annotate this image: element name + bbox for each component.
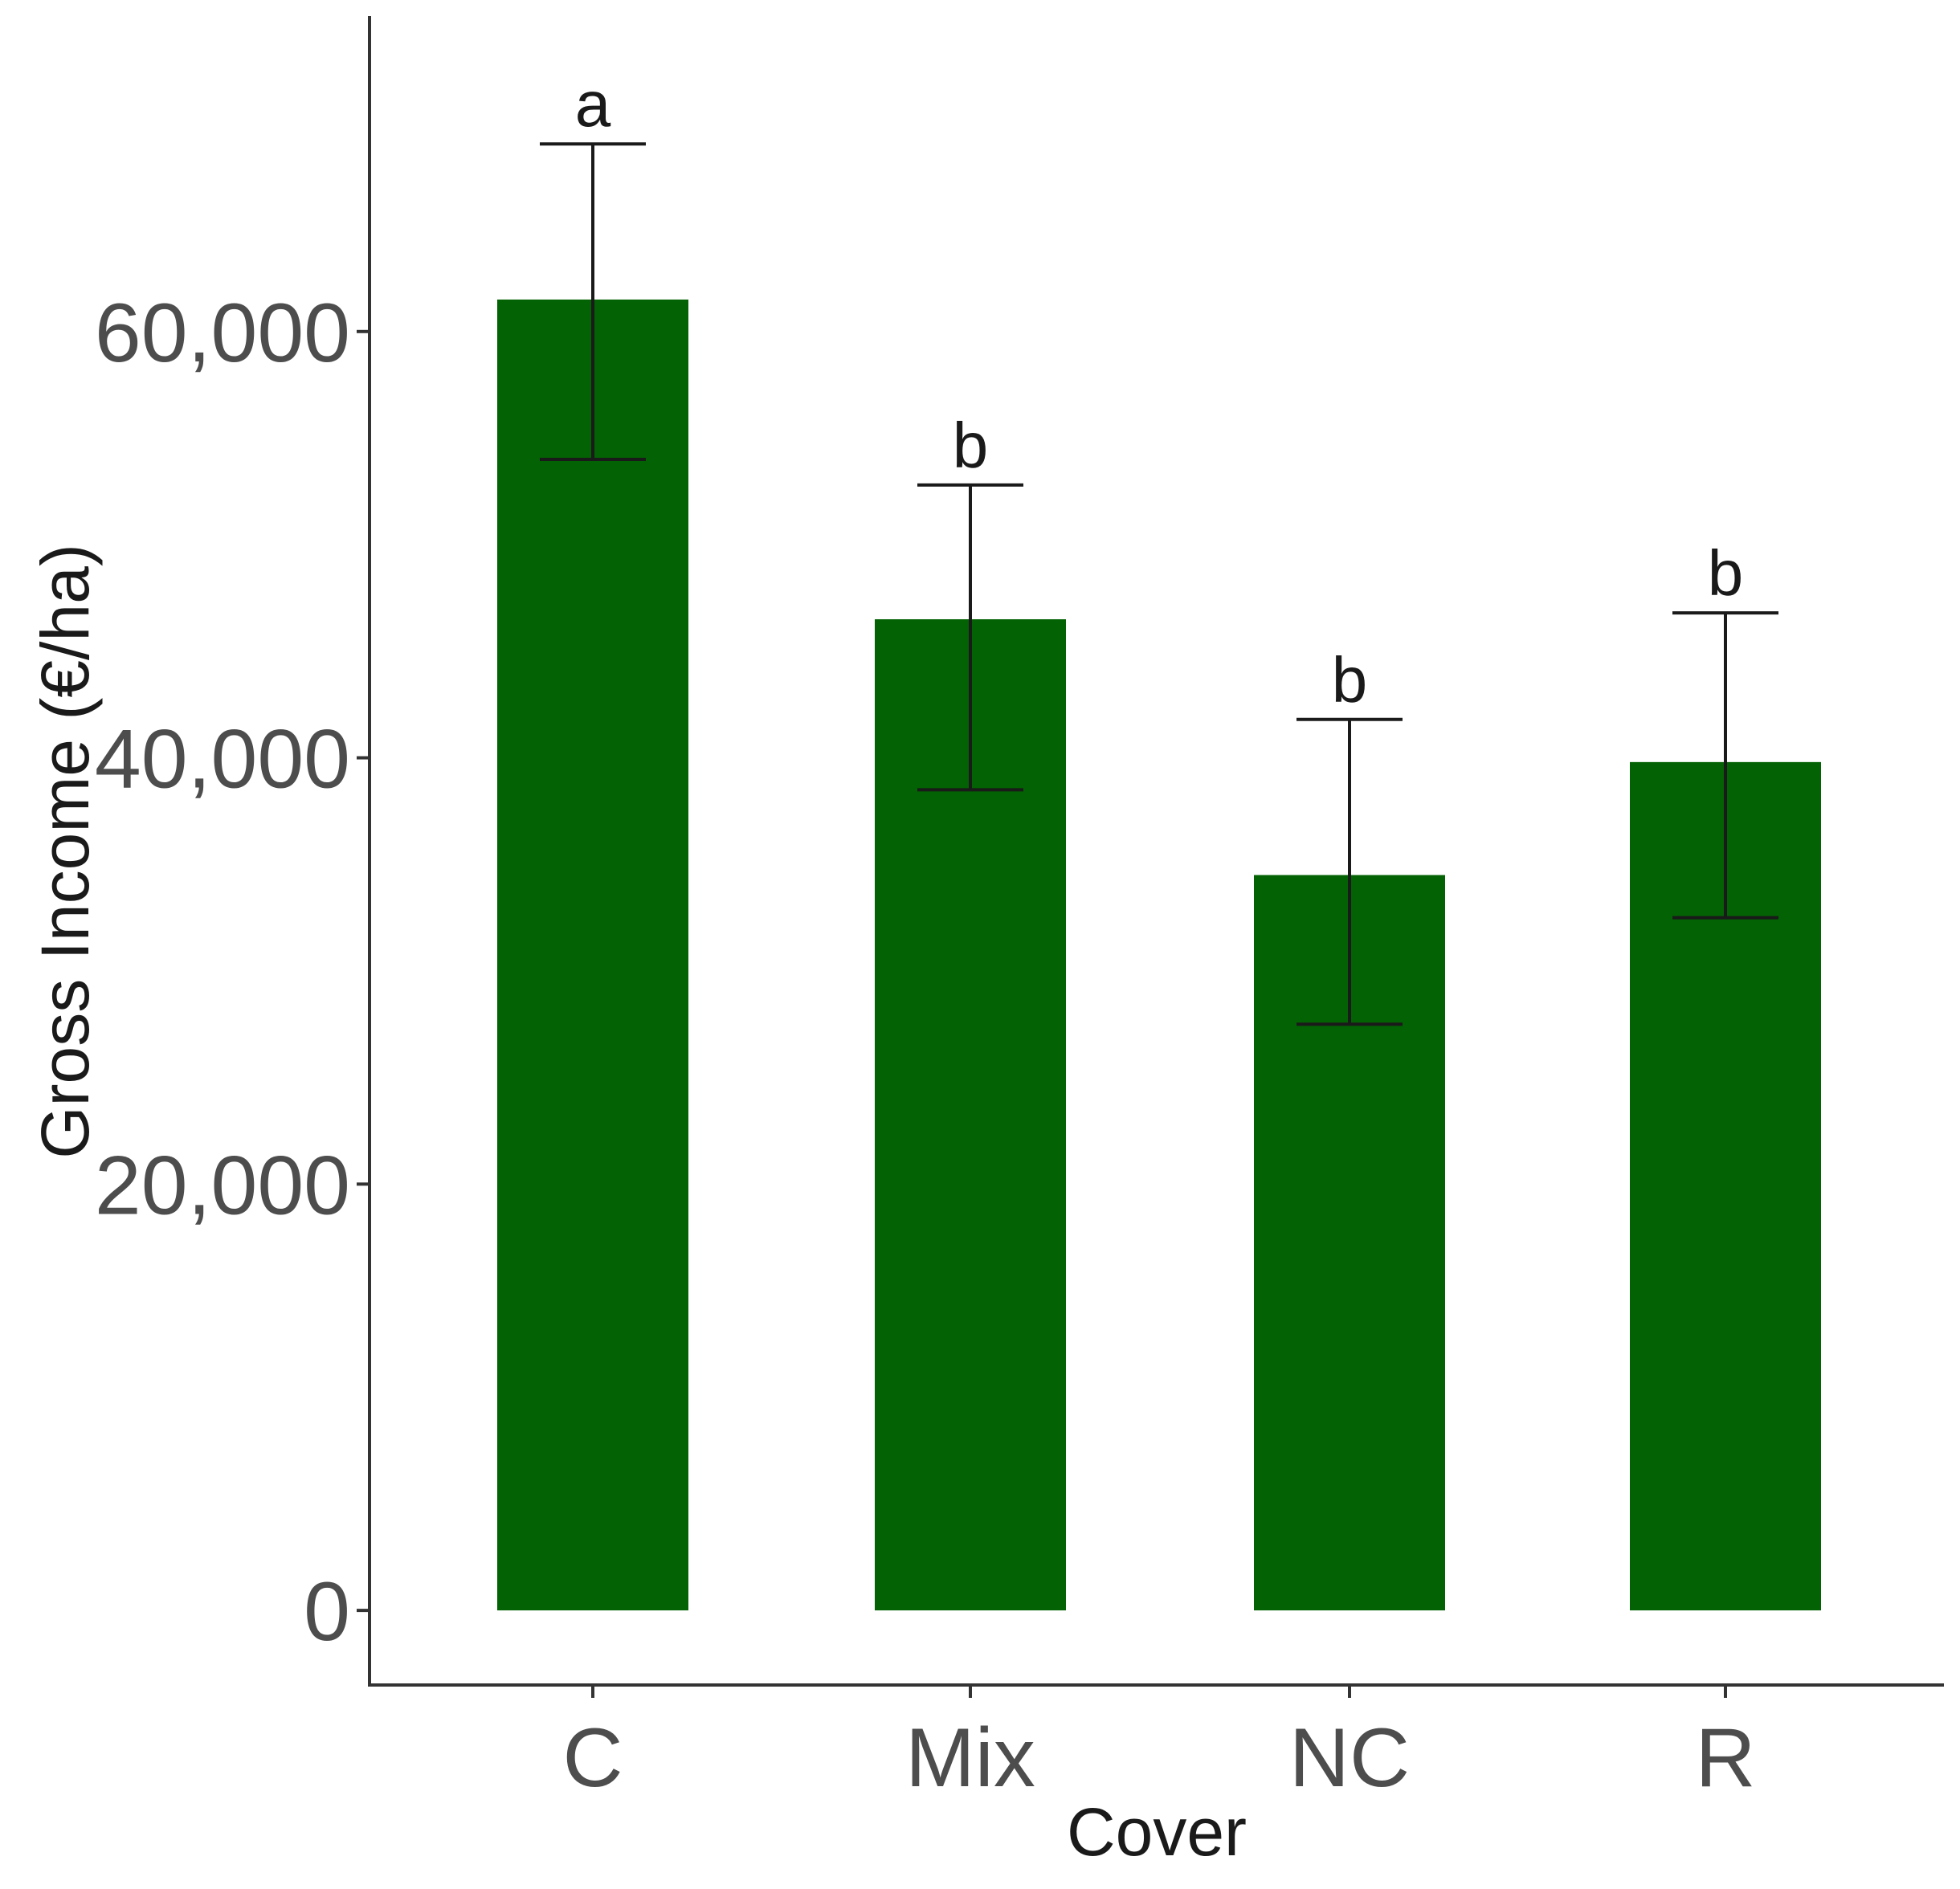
- x-axis-title: Cover: [1067, 1794, 1247, 1870]
- significance-label: b: [1708, 537, 1744, 609]
- x-tick-label: Mix: [905, 1712, 1035, 1805]
- x-tick-label: C: [562, 1712, 623, 1805]
- error-bars-layer: [540, 142, 1778, 1026]
- significance-label: b: [953, 410, 989, 481]
- bars-layer: [497, 299, 1821, 1611]
- significance-labels-layer: a b b b: [575, 68, 1744, 716]
- axes-layer: [368, 16, 1944, 1687]
- y-axis-title: Gross Income (€/ha): [27, 544, 103, 1159]
- significance-label: b: [1332, 644, 1368, 716]
- axis-lines: [368, 16, 1944, 1687]
- error-bar-r: [1672, 611, 1778, 920]
- y-tick-label: 40,000: [95, 713, 350, 806]
- y-tick-label: 20,000: [95, 1139, 350, 1232]
- y-tick-label: 0: [304, 1565, 350, 1658]
- error-bar-mix: [917, 483, 1023, 792]
- x-ticks-layer: C Mix NC R: [562, 1685, 1756, 1805]
- error-bar-c: [540, 142, 646, 462]
- significance-label: a: [575, 68, 611, 140]
- y-tick-label: 60,000: [95, 287, 350, 380]
- error-bar-nc: [1296, 717, 1403, 1026]
- bar-c: [497, 299, 688, 1611]
- x-tick-label: R: [1695, 1712, 1755, 1805]
- x-tick-label: NC: [1289, 1712, 1410, 1805]
- y-ticks-layer: 0 20,000 40,000 60,000: [95, 287, 370, 1658]
